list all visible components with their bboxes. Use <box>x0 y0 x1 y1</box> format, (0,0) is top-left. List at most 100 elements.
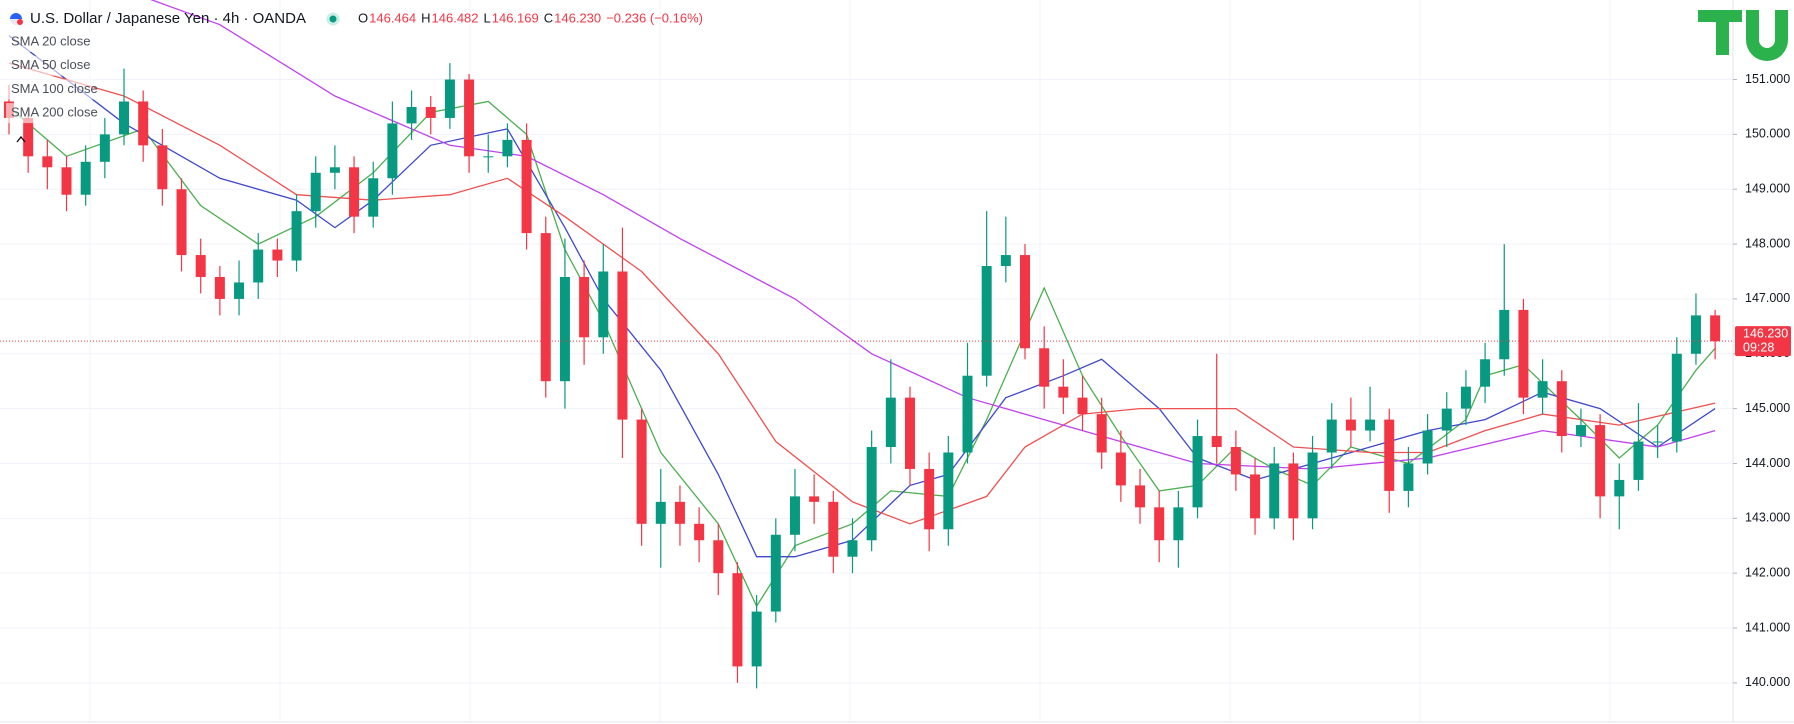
candle-body <box>483 156 494 158</box>
candle-body <box>99 134 110 162</box>
quote-key: L <box>484 10 491 25</box>
candle-body <box>636 419 647 524</box>
y-tick-label: 144.000 <box>1745 456 1790 470</box>
y-tick-label: 147.000 <box>1745 291 1790 305</box>
quote-key: H <box>421 10 430 25</box>
collapse-icon[interactable] <box>16 135 26 143</box>
candle-body <box>828 501 839 557</box>
candle-body <box>732 573 743 667</box>
candle-body <box>195 255 206 277</box>
quote-key: C <box>544 10 553 25</box>
candle-body <box>272 249 283 261</box>
logo <box>1698 10 1788 61</box>
quote-value: 146.169 <box>492 10 539 25</box>
candle-body <box>444 79 455 118</box>
candle-body <box>1633 441 1644 480</box>
candle-body <box>981 266 992 376</box>
candle-body <box>176 189 187 256</box>
candle-body <box>119 101 130 135</box>
y-tick-label: 142.000 <box>1745 565 1790 579</box>
candle-body <box>253 249 264 283</box>
market-status <box>326 12 340 26</box>
candle-body <box>1499 309 1510 360</box>
candle-body <box>387 123 398 179</box>
candle-body <box>23 117 34 157</box>
y-tick-label: 148.000 <box>1745 236 1790 250</box>
candle-body <box>1192 436 1203 508</box>
last-price-box <box>1735 326 1791 357</box>
candle-body <box>42 156 53 168</box>
candle-body <box>694 523 705 541</box>
candle-body <box>617 271 628 420</box>
candle-body <box>1345 419 1356 431</box>
candle-body <box>598 271 609 338</box>
candle-body <box>214 276 225 299</box>
candle-body <box>310 172 321 212</box>
candle-body <box>368 178 379 217</box>
candle-body <box>962 375 973 453</box>
legend-entry: SMA 20 close <box>11 33 91 48</box>
price-axis: 140.000 141.000 142.000 143.000 144.000 145.0… <box>1733 72 1790 689</box>
countdown: 09:28 <box>1743 340 1774 354</box>
candle-body <box>1614 479 1625 497</box>
candle-body <box>1307 452 1318 519</box>
candle-body <box>1000 255 1011 267</box>
quote-value: 146.482 <box>432 10 479 25</box>
grid <box>0 0 1733 722</box>
candle-body <box>789 496 800 535</box>
candle-body <box>1460 386 1471 409</box>
legend-bg <box>6 79 94 100</box>
y-tick-label: 145.000 <box>1745 401 1790 415</box>
indicator-legend: SMA 20 close SMA 50 close SMA 100 close SMA… <box>6 32 98 124</box>
candle-body <box>751 611 762 667</box>
candle-body <box>1250 474 1261 519</box>
y-tick-label: 151.000 <box>1745 72 1790 86</box>
candle-body <box>61 167 72 195</box>
candle-body <box>1020 255 1031 349</box>
candle-body <box>1326 419 1337 453</box>
candle-body <box>1384 419 1395 491</box>
y-tick-label: 149.000 <box>1745 182 1790 196</box>
candle-body <box>349 167 360 217</box>
candle-body <box>1671 353 1682 442</box>
candle-body <box>1403 463 1414 491</box>
candle-body <box>655 501 666 524</box>
y-tick-label: 143.000 <box>1745 511 1790 525</box>
candle-body <box>885 397 896 448</box>
candle-body <box>1422 430 1433 464</box>
candle-body <box>1115 452 1126 486</box>
candle-body <box>1096 414 1107 453</box>
candle-body <box>847 540 858 557</box>
candle-body <box>1039 348 1050 387</box>
candle-body <box>1480 359 1491 387</box>
candle-body <box>1690 315 1701 354</box>
candle-body <box>1288 463 1299 519</box>
chart-title: U.S. Dollar / Japanese Yen · 4h · OANDA <box>30 10 306 27</box>
candle-body <box>1441 408 1452 431</box>
candle-body <box>674 501 685 524</box>
candle-body <box>1518 309 1529 398</box>
candle-body <box>1154 507 1165 541</box>
candle-body <box>579 276 590 338</box>
quote-change: −0.236 (−0.16%) <box>606 10 703 25</box>
legend-bg <box>6 55 94 76</box>
legend-bg <box>6 103 94 124</box>
candle-body <box>406 106 417 124</box>
y-tick-label: 150.000 <box>1745 127 1790 141</box>
legend-entry: SMA 200 close <box>11 105 98 120</box>
candle-body <box>866 447 877 541</box>
candle-body <box>234 282 245 299</box>
candle-body <box>425 106 436 118</box>
legend-entry: SMA 100 close <box>11 81 98 96</box>
candle-body <box>502 139 513 157</box>
quote-key: O <box>358 10 368 25</box>
candle-body <box>1230 447 1241 475</box>
candle-body <box>943 452 954 530</box>
candle-body <box>809 496 820 502</box>
plot-area <box>4 0 1721 689</box>
y-tick-label: 140.000 <box>1745 675 1790 689</box>
candle-body <box>1211 436 1222 448</box>
candle-body <box>924 468 935 530</box>
